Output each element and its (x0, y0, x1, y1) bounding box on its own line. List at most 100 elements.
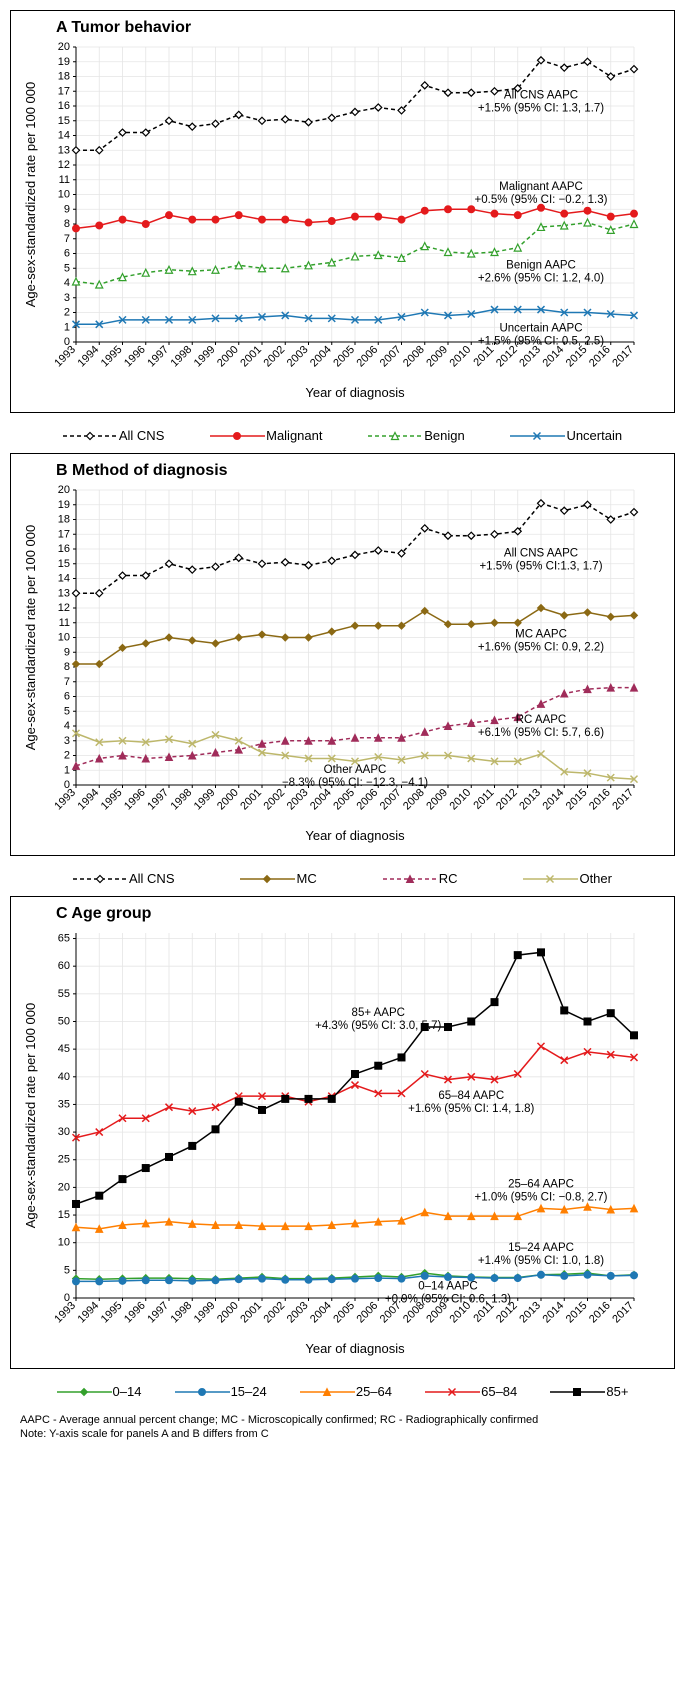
legend-item: 15–24 (175, 1384, 267, 1399)
svg-text:1997: 1997 (145, 787, 171, 813)
svg-text:2007: 2007 (378, 787, 404, 813)
figure-container: A Tumor behavior 01234567891011121314151… (0, 0, 685, 1456)
svg-text:All CNS AAPC: All CNS AAPC (504, 547, 578, 559)
svg-text:2008: 2008 (401, 787, 427, 813)
svg-text:Malignant AAPC: Malignant AAPC (499, 181, 583, 193)
svg-text:+0.5% (95% CI: −0.2, 1.3): +0.5% (95% CI: −0.2, 1.3) (475, 194, 608, 206)
svg-text:10: 10 (58, 632, 70, 644)
svg-text:2000: 2000 (215, 1300, 241, 1326)
svg-text:3: 3 (64, 292, 70, 304)
svg-text:4: 4 (64, 277, 70, 289)
svg-text:+1.5% (95% CI:1.3, 1.7): +1.5% (95% CI:1.3, 1.7) (479, 560, 602, 572)
svg-text:9: 9 (64, 203, 70, 215)
svg-text:15: 15 (58, 558, 70, 570)
svg-text:5: 5 (64, 705, 70, 717)
svg-text:2013: 2013 (517, 787, 543, 813)
svg-text:1995: 1995 (99, 1300, 125, 1326)
svg-text:18: 18 (58, 514, 70, 526)
svg-text:2000: 2000 (215, 787, 241, 813)
svg-text:17: 17 (58, 85, 70, 97)
svg-text:2004: 2004 (308, 787, 334, 813)
svg-text:+6.1% (95% CI: 5.7, 6.6): +6.1% (95% CI: 5.7, 6.6) (478, 727, 604, 739)
svg-text:MC AAPC: MC AAPC (515, 629, 567, 641)
svg-text:25–64 AAPC: 25–64 AAPC (508, 1178, 574, 1190)
svg-text:17: 17 (58, 528, 70, 540)
svg-text:0–14 AAPC: 0–14 AAPC (418, 1281, 477, 1293)
svg-text:1: 1 (64, 764, 70, 776)
svg-text:+1.6% (95% CI: 1.4, 1.8): +1.6% (95% CI: 1.4, 1.8) (408, 1103, 534, 1115)
svg-text:Uncertain AAPC: Uncertain AAPC (499, 323, 582, 335)
svg-text:7: 7 (64, 233, 70, 245)
svg-text:+0.9% (95% CI: 0.6, 1.3): +0.9% (95% CI: 0.6, 1.3) (385, 1294, 511, 1306)
svg-text:1993: 1993 (52, 787, 78, 813)
svg-text:20: 20 (58, 1181, 70, 1193)
svg-text:85+ AAPC: 85+ AAPC (352, 1007, 405, 1019)
svg-text:2011: 2011 (471, 787, 496, 812)
svg-text:19: 19 (58, 499, 70, 511)
panel-b-chart: 0123456789101112131415161718192019931994… (21, 485, 664, 845)
svg-text:13: 13 (58, 587, 70, 599)
svg-text:2: 2 (64, 307, 70, 319)
legend-item: 65–84 (425, 1384, 517, 1399)
svg-text:All CNS AAPC: All CNS AAPC (504, 90, 578, 102)
svg-text:50: 50 (58, 1015, 70, 1027)
svg-text:6: 6 (64, 248, 70, 260)
svg-text:12: 12 (58, 602, 70, 614)
legend-item: 85+ (550, 1384, 628, 1399)
svg-text:1994: 1994 (76, 787, 102, 813)
svg-text:Year of diagnosis: Year of diagnosis (305, 828, 405, 843)
footnote: AAPC - Average annual percent change; MC… (10, 1409, 675, 1446)
svg-text:7: 7 (64, 676, 70, 688)
svg-text:1993: 1993 (52, 344, 78, 370)
svg-text:2013: 2013 (517, 1300, 543, 1326)
svg-text:8: 8 (64, 661, 70, 673)
svg-text:2004: 2004 (308, 1300, 334, 1326)
legend-item: Other (523, 871, 612, 886)
svg-text:2001: 2001 (238, 1300, 264, 1326)
svg-text:2016: 2016 (587, 787, 613, 813)
svg-text:10: 10 (58, 189, 70, 201)
svg-text:+1.5% (95% CI: 0.5, 2.5): +1.5% (95% CI: 0.5, 2.5) (478, 336, 604, 348)
svg-text:+1.4% (95% CI: 1.0, 1.8): +1.4% (95% CI: 1.0, 1.8) (478, 1255, 604, 1267)
svg-text:2000: 2000 (215, 344, 241, 370)
svg-text:1994: 1994 (76, 344, 102, 370)
svg-text:2017: 2017 (610, 787, 636, 813)
svg-text:20: 20 (58, 485, 70, 496)
svg-text:10: 10 (58, 1237, 70, 1249)
svg-text:Age-sex-standardized rate per: Age-sex-standardized rate per 100 000 (23, 82, 38, 307)
svg-text:1996: 1996 (122, 787, 148, 813)
svg-text:2002: 2002 (262, 787, 288, 813)
legend-item: Benign (368, 428, 464, 443)
panel-b-legend: All CNSMCRCOther (10, 861, 675, 896)
panel-b-title: B Method of diagnosis (56, 462, 664, 480)
svg-text:55: 55 (58, 988, 70, 1000)
svg-text:2006: 2006 (355, 344, 381, 370)
svg-text:65: 65 (58, 933, 70, 945)
svg-text:12: 12 (58, 159, 70, 171)
svg-text:Benign AAPC: Benign AAPC (506, 259, 576, 271)
svg-text:+1.6% (95% CI: 0.9, 2.2): +1.6% (95% CI: 0.9, 2.2) (478, 642, 604, 654)
svg-text:1999: 1999 (192, 1300, 218, 1326)
svg-text:15: 15 (58, 115, 70, 127)
svg-text:RC AAPC: RC AAPC (516, 714, 567, 726)
svg-text:−8.3% (95% CI: −12.3, −4.1): −8.3% (95% CI: −12.3, −4.1) (282, 777, 428, 789)
svg-text:2007: 2007 (378, 344, 404, 370)
panel-c-title: C Age group (56, 905, 664, 923)
svg-text:+1.0% (95% CI: −0.8, 2.7): +1.0% (95% CI: −0.8, 2.7) (475, 1191, 608, 1203)
svg-text:2001: 2001 (238, 787, 264, 813)
svg-text:2: 2 (64, 750, 70, 762)
panel-b: B Method of diagnosis 012345678910111213… (10, 453, 675, 856)
svg-text:+4.3% (95% CI: 3.0, 5.7): +4.3% (95% CI: 3.0, 5.7) (315, 1020, 441, 1032)
svg-text:Age-sex-standardized rate per: Age-sex-standardized rate per 100 000 (23, 525, 38, 750)
svg-text:1998: 1998 (169, 787, 195, 813)
svg-text:15–24 AAPC: 15–24 AAPC (508, 1242, 574, 1254)
svg-text:2017: 2017 (610, 1300, 636, 1326)
svg-text:2010: 2010 (448, 344, 474, 370)
svg-text:14: 14 (58, 130, 70, 142)
panel-a-chart: 0123456789101112131415161718192019931994… (21, 42, 664, 402)
legend-item: Uncertain (510, 428, 622, 443)
svg-text:2010: 2010 (448, 787, 474, 813)
panel-c: C Age group 0510152025303540455055606519… (10, 896, 675, 1369)
svg-text:1996: 1996 (122, 1300, 148, 1326)
svg-text:Year of diagnosis: Year of diagnosis (305, 385, 405, 400)
